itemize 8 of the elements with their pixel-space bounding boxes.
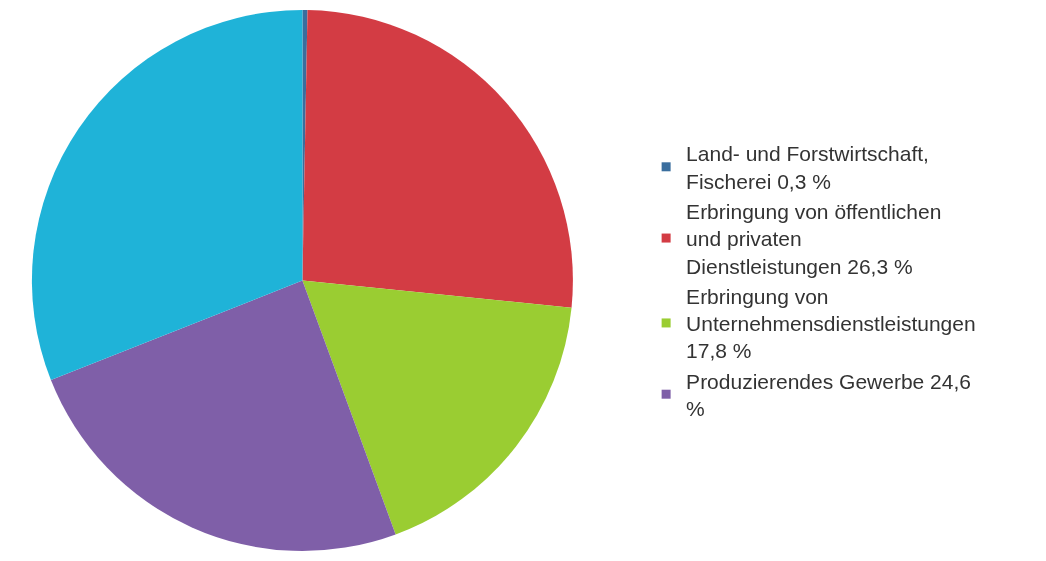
legend-label: Erbringung von öffentlichen und privaten Dienstleistungen 26,3 % [686, 199, 942, 278]
pie-slice [302, 280, 572, 535]
pie-slice [50, 280, 396, 551]
pie-slice [31, 10, 303, 381]
legend-label: Land- und Forstwirtschaft, Fischerei 0,3 % [686, 142, 929, 193]
legend-label: Erbringung von Unternehmensdienstleistungen 17,8 % [686, 284, 976, 363]
pie-slice [302, 10, 573, 308]
legend-label: Produzierendes Gewerbe 24,6 % [686, 369, 971, 421]
